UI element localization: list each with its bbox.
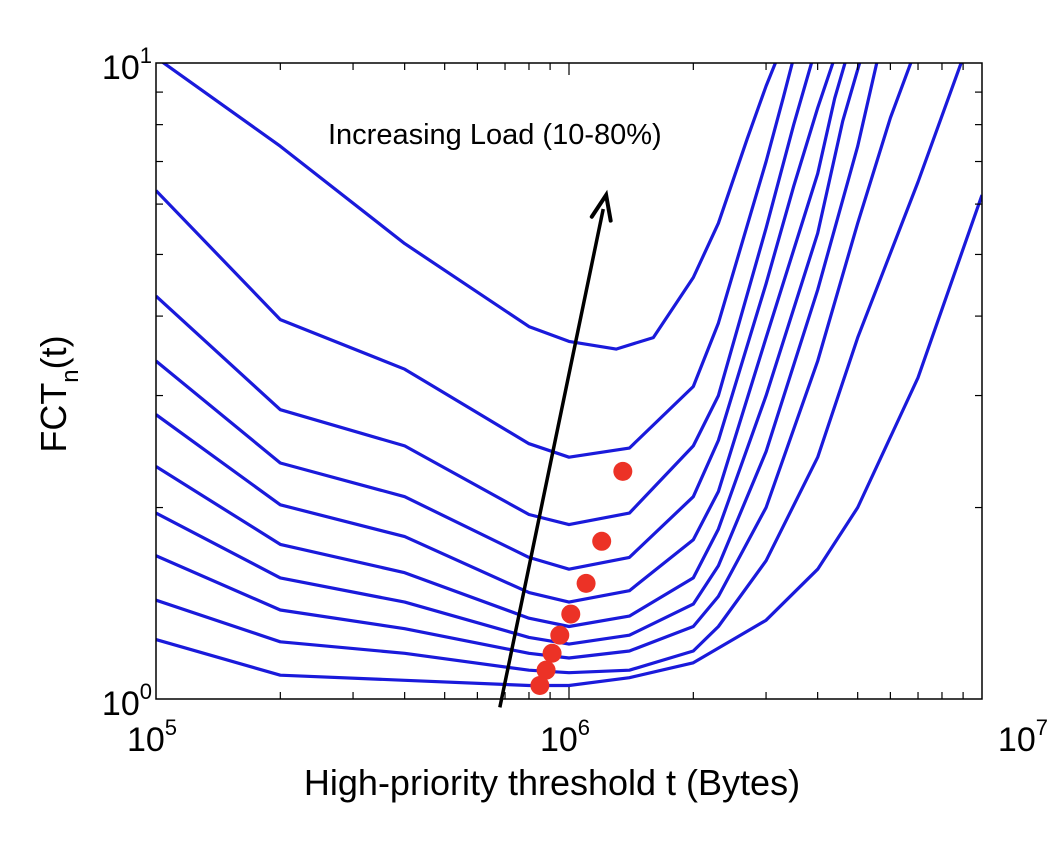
y-tick-label-1-base: 10 xyxy=(102,685,140,723)
x-tick-label-1: 105 xyxy=(127,715,177,759)
series-line-6 xyxy=(156,63,847,604)
y-tick-label-1-exponent: 0 xyxy=(140,679,152,704)
series-line-7 xyxy=(156,63,835,571)
x-tick-label-3-exponent: 7 xyxy=(1036,715,1048,740)
series-line-8 xyxy=(156,63,814,527)
optimum-marker-7 xyxy=(592,531,612,551)
series-line-9 xyxy=(156,63,794,459)
y-axis-title-sub: n xyxy=(57,369,84,382)
x-tick-label-2-exponent: 6 xyxy=(578,715,590,740)
series-line-5 xyxy=(156,63,862,629)
optimum-marker-3 xyxy=(542,643,562,663)
series-line-4 xyxy=(156,63,879,646)
optimum-marker-4 xyxy=(550,625,570,645)
y-tick-label-2-exponent: 1 xyxy=(140,43,152,68)
x-tick-label-3-base: 10 xyxy=(998,721,1036,759)
x-tick-label-1-exponent: 5 xyxy=(165,715,177,740)
optimum-marker-8 xyxy=(613,461,633,481)
series-line-1 xyxy=(156,194,982,688)
optimum-marker-5 xyxy=(561,604,581,624)
optimum-marker-2 xyxy=(536,660,556,680)
y-tick-label-2-base: 10 xyxy=(102,49,140,87)
y-tick-label-2: 101 xyxy=(102,43,152,87)
series-line-2 xyxy=(156,63,963,675)
y-axis-title: FCTn(t) xyxy=(33,335,84,452)
y-tick-label-1: 100 xyxy=(102,679,152,723)
optimum-marker-1 xyxy=(530,676,550,696)
load-arrow xyxy=(498,189,613,708)
arrow-head xyxy=(589,189,613,223)
x-axis-ticks: 105 106 107 xyxy=(127,63,1048,759)
annotation-label: Increasing Load (10-80%) xyxy=(328,119,662,151)
optimum-markers xyxy=(530,461,633,696)
y-axis-title-main: FCT xyxy=(33,383,74,453)
x-tick-label-3: 107 xyxy=(998,715,1048,759)
x-axis-title: High-priority threshold t (Bytes) xyxy=(304,762,800,803)
x-tick-label-2-base: 10 xyxy=(540,721,578,759)
x-tick-label-2: 106 xyxy=(540,715,590,759)
optimum-marker-6 xyxy=(576,573,596,593)
x-tick-label-1-base: 10 xyxy=(127,721,165,759)
y-axis-title-tail: (t) xyxy=(33,335,74,369)
series-line-3 xyxy=(156,63,913,660)
arrow-shaft xyxy=(498,208,605,708)
series-line-10 xyxy=(160,63,778,351)
series-lines xyxy=(156,63,982,688)
